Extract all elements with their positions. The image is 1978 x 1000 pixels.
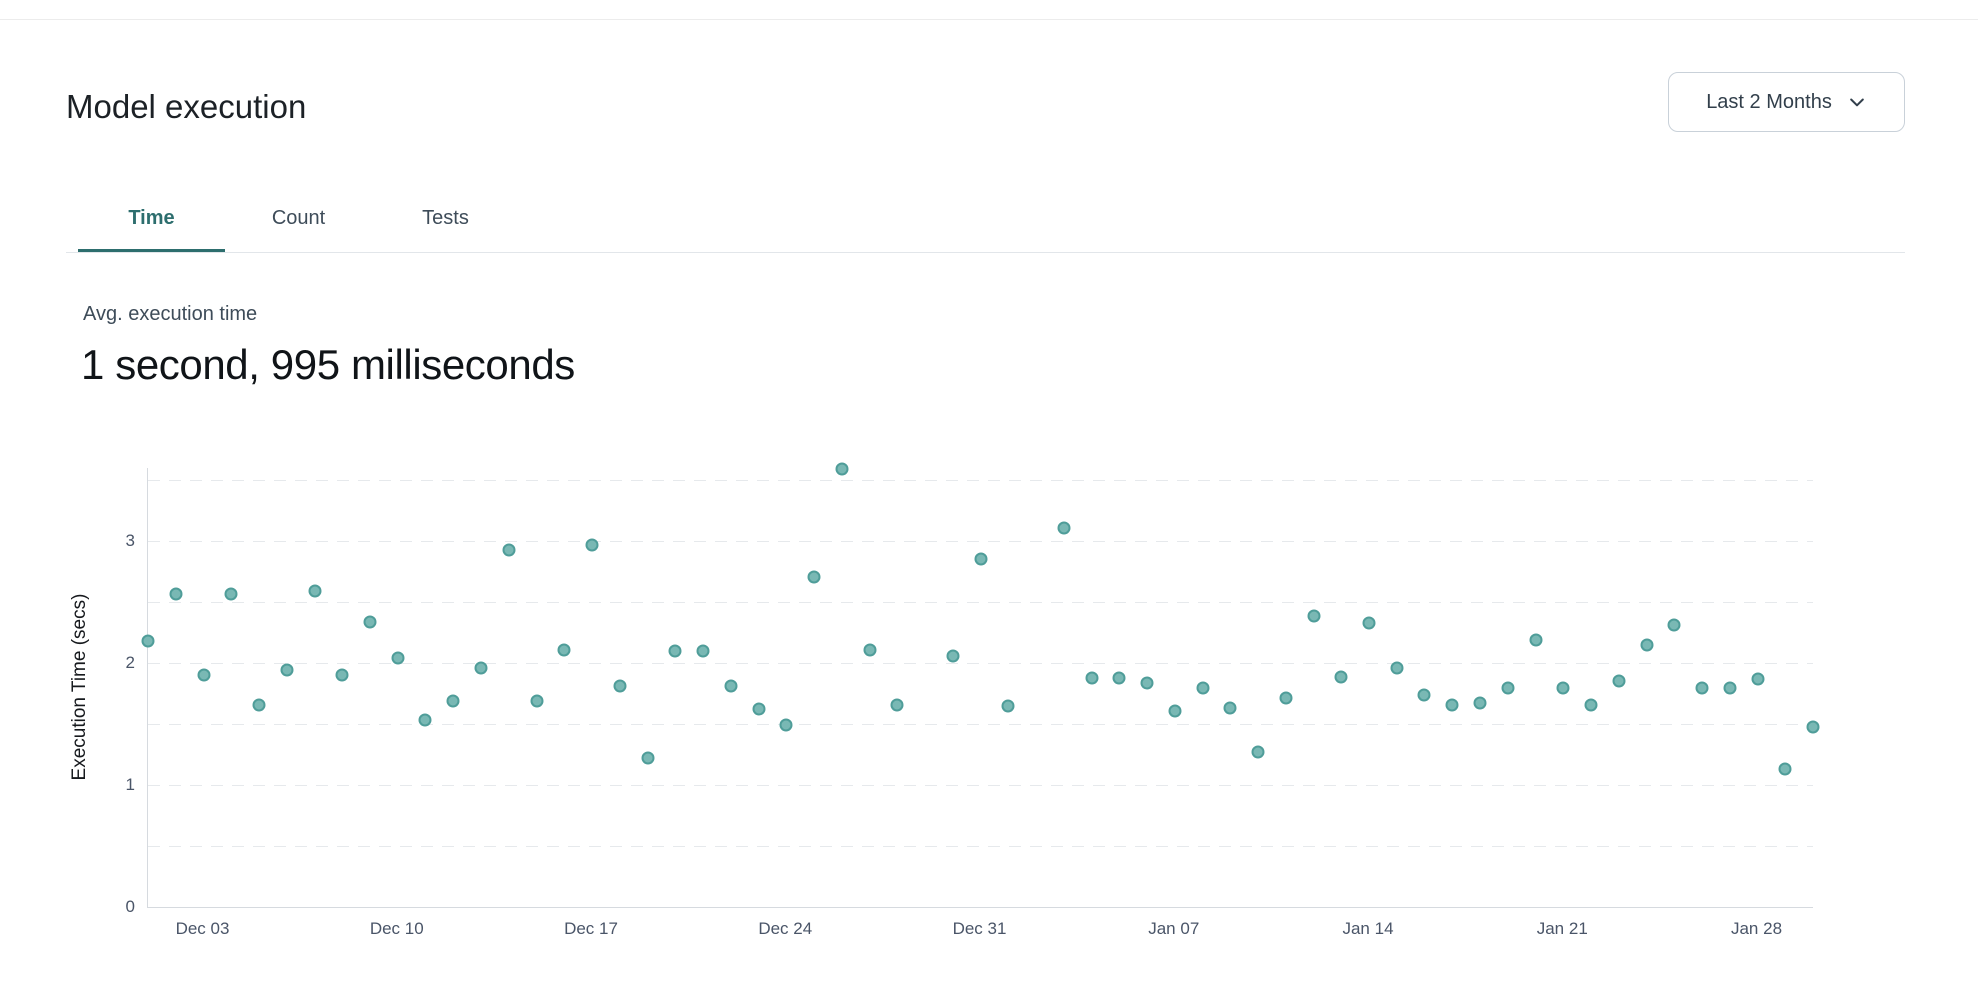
data-point[interactable] [169,587,183,601]
gridline [148,846,1813,848]
x-tick-label: Dec 03 [175,919,230,938]
data-point[interactable] [1334,670,1348,684]
data-point[interactable] [1307,609,1320,623]
data-point[interactable] [1140,676,1154,690]
data-point[interactable] [1390,661,1404,675]
gridline [148,724,1813,726]
data-point[interactable] [1640,638,1653,652]
x-tick-label: Jan 07 [1148,919,1200,938]
data-point[interactable] [418,713,432,727]
data-point[interactable] [197,668,210,682]
data-point[interactable] [863,643,876,657]
data-point[interactable] [1751,672,1764,686]
execution-time-chart: Execution Time (secs) 0 1 2 3 Dec 03 Dec 10 De… [0,440,1978,980]
data-point[interactable] [1362,616,1376,630]
top-divider [0,19,1978,20]
gridline [148,541,1813,543]
data-point[interactable] [641,751,654,765]
data-point[interactable] [1556,681,1570,694]
data-point[interactable] [530,694,543,708]
y-axis-title: Execution Time (secs) [69,593,90,781]
x-tick-label: Jan 28 [1730,919,1783,938]
tab-bar: Time Count Tests [66,195,1905,253]
data-point[interactable] [696,644,710,658]
plot-area [141,462,1820,908]
data-point[interactable] [252,698,266,712]
y-tick-label: 3 [125,531,135,551]
data-point[interactable] [890,698,904,712]
data-point[interactable] [1501,681,1515,694]
gridline [148,663,1813,665]
gridline [148,785,1813,787]
data-point[interactable] [308,584,321,598]
data-point[interactable] [752,702,765,716]
data-point[interactable] [224,587,238,601]
x-tick-label: Dec 31 [952,919,1007,938]
date-range-label: Last 2 Months [1706,90,1832,113]
x-tick-label: Dec 17 [564,919,618,938]
kpi-label: Avg. execution time [83,303,258,325]
x-tick-label: Dec 10 [369,919,424,938]
data-point[interactable] [1584,698,1598,712]
data-point[interactable] [1473,696,1487,710]
data-point[interactable] [779,718,793,732]
data-point[interactable] [1445,698,1459,712]
data-point[interactable] [974,552,987,566]
data-point[interactable] [835,462,849,476]
y-tick-label: 1 [125,775,135,795]
data-point[interactable] [1529,633,1542,647]
data-point[interactable] [1196,681,1209,694]
gridline [148,602,1813,604]
data-point[interactable] [335,668,349,682]
x-tick-label: Dec 24 [758,919,813,938]
data-point[interactable] [585,538,599,552]
data-point[interactable] [1667,618,1681,632]
kpi-value: 1 second, 995 milliseconds [81,341,575,388]
data-point[interactable] [613,679,627,693]
data-point[interactable] [280,663,294,677]
tab-time[interactable]: Time [78,195,225,252]
y-tick-label: 2 [125,653,135,673]
data-point[interactable] [1806,720,1820,734]
chevron-down-icon [1849,98,1864,107]
data-point[interactable] [668,644,682,658]
data-point[interactable] [807,570,821,584]
data-point[interactable] [1057,521,1071,535]
x-tick-label: Jan 21 [1536,919,1588,938]
data-point[interactable] [391,651,405,665]
data-point[interactable] [724,679,738,693]
data-point[interactable] [474,661,488,675]
data-point[interactable] [363,615,377,629]
data-point[interactable] [946,649,960,663]
gridline [148,480,1813,482]
data-point[interactable] [557,643,571,657]
data-point[interactable] [502,543,516,557]
data-point[interactable] [1279,691,1293,705]
data-point[interactable] [1001,699,1015,713]
y-tick-label: 0 [125,897,135,916]
data-point[interactable] [1778,762,1792,776]
date-range-dropdown[interactable]: Last 2 Months [1668,72,1905,132]
data-point[interactable] [1695,681,1709,694]
page-title: Model execution [66,88,307,125]
data-point[interactable] [1168,704,1182,718]
data-point[interactable] [1085,671,1098,685]
data-point[interactable] [1251,745,1265,759]
data-point[interactable] [141,634,155,648]
data-point[interactable] [1417,688,1431,702]
data-point[interactable] [1723,681,1737,694]
tab-tests[interactable]: Tests [422,207,469,229]
data-point[interactable] [1612,674,1626,688]
data-point[interactable] [1223,701,1237,715]
data-point[interactable] [1112,671,1126,685]
data-point[interactable] [446,694,460,708]
x-tick-label: Jan 14 [1342,919,1394,938]
tab-count[interactable]: Count [271,207,326,229]
